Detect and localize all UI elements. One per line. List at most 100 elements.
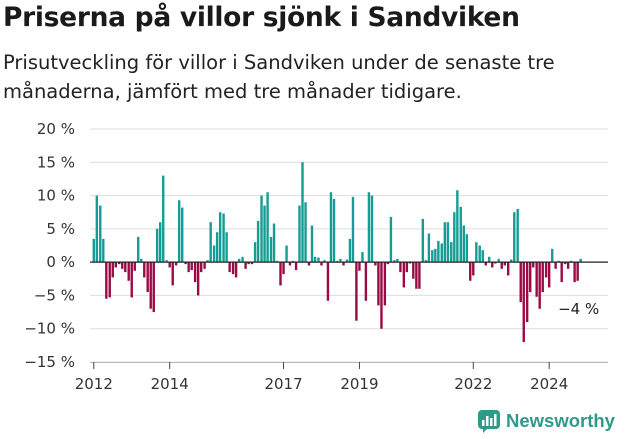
bar (506, 262, 510, 276)
bar (171, 262, 174, 286)
bar (405, 262, 409, 273)
bar (231, 262, 235, 275)
bar (99, 205, 102, 263)
bar (554, 262, 557, 269)
bar (256, 220, 260, 263)
bar (313, 256, 317, 263)
bar (355, 262, 358, 321)
bar (535, 262, 538, 297)
newsworthy-logo[interactable]: Newsworthy (477, 409, 615, 433)
bar (579, 258, 582, 263)
bar (136, 236, 140, 263)
bar (380, 262, 383, 329)
bar (225, 232, 228, 263)
bar (294, 262, 298, 271)
bar (386, 262, 390, 265)
x-axis: 2012 2014 2017 2019 2022 2024 (75, 362, 608, 393)
bar (165, 260, 168, 263)
x-tick-label: 2024 (530, 375, 568, 393)
bar (269, 236, 273, 263)
bar (469, 262, 472, 281)
bar (250, 262, 254, 265)
bar (121, 262, 124, 269)
bar (323, 260, 326, 263)
bar (310, 225, 314, 263)
bar (529, 262, 532, 293)
bar (525, 262, 529, 323)
bar (184, 262, 187, 265)
bar (532, 262, 535, 268)
bar (446, 222, 450, 263)
bar (421, 218, 425, 263)
bar (370, 195, 374, 263)
bar (247, 262, 250, 265)
bar (510, 259, 513, 263)
bar (149, 262, 152, 309)
y-tick-label: 10 % (37, 187, 75, 205)
bar (513, 212, 516, 263)
x-tick-label: 2019 (340, 375, 378, 393)
bar (374, 262, 377, 266)
bar (193, 262, 197, 283)
bar (234, 262, 238, 278)
bar (336, 260, 339, 263)
bar (92, 238, 95, 263)
bar (424, 260, 428, 263)
x-tick-label: 2022 (454, 375, 492, 393)
newsworthy-logo-icon (478, 410, 500, 433)
bar (102, 238, 105, 263)
bar (393, 260, 396, 263)
bar (377, 262, 380, 306)
bar (317, 257, 320, 263)
bar (560, 262, 563, 283)
bar (291, 260, 295, 263)
bar (263, 205, 266, 263)
bar (367, 192, 371, 263)
bar (159, 222, 162, 263)
bar (114, 262, 118, 268)
bar (222, 213, 225, 263)
bar (215, 232, 219, 263)
y-tick-label: 20 % (37, 120, 75, 138)
bar (456, 190, 459, 263)
bar (459, 206, 462, 263)
bar (566, 262, 570, 269)
bar (218, 212, 222, 263)
bar (288, 262, 292, 266)
bar (190, 262, 193, 271)
bar (389, 216, 393, 263)
bar (412, 262, 415, 279)
bar (345, 259, 349, 263)
y-tick-label: −10 % (24, 320, 75, 338)
bar (399, 262, 402, 273)
bar (465, 234, 469, 263)
bar (431, 250, 434, 263)
bar (108, 262, 111, 298)
annotation-last-value: −4 % (558, 300, 599, 318)
bar (266, 192, 269, 263)
y-tick-label: 5 % (46, 220, 75, 238)
bar (124, 262, 127, 273)
bar (576, 262, 579, 281)
bar (440, 243, 443, 263)
bar (557, 260, 560, 263)
bar (396, 258, 399, 263)
bar (500, 262, 503, 269)
bar (332, 198, 336, 263)
bar (203, 262, 206, 269)
bar (196, 262, 200, 296)
bar (260, 195, 263, 263)
bar (199, 262, 203, 273)
bar (551, 248, 554, 263)
bar (237, 258, 241, 263)
y-tick-label: 0 % (46, 253, 75, 271)
bar (383, 262, 387, 306)
bar (351, 196, 355, 263)
bar (177, 200, 181, 263)
bar (212, 245, 216, 263)
bar (415, 262, 418, 289)
bar (516, 208, 519, 263)
bar (573, 262, 576, 283)
bar (326, 262, 330, 301)
